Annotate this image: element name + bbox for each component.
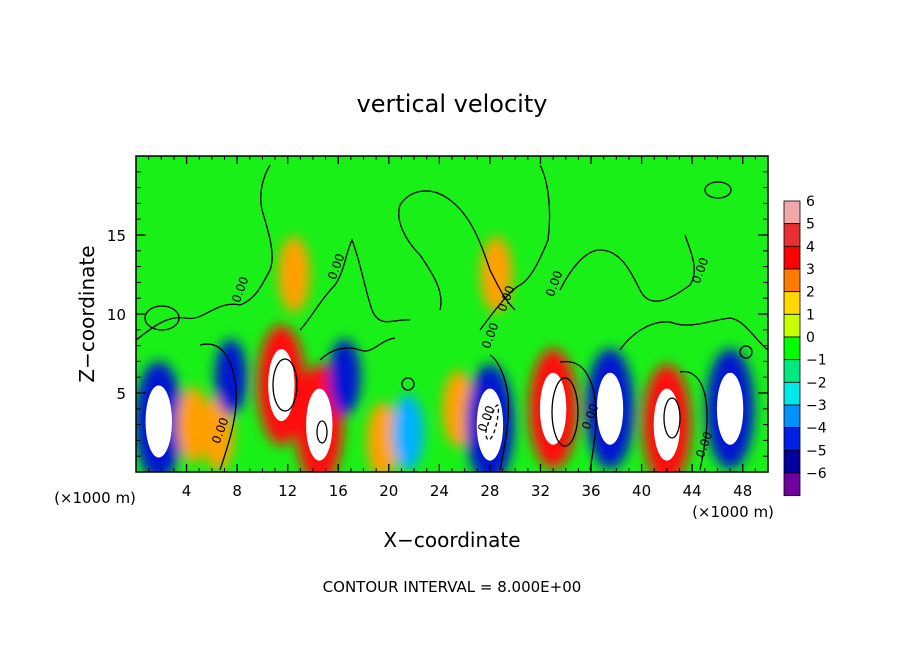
colorbar-swatch-5 bbox=[783, 313, 801, 338]
chart-title: vertical velocity bbox=[357, 90, 548, 118]
velocity-cell-16 bbox=[480, 236, 513, 313]
colorbar-swatch-8 bbox=[783, 381, 801, 406]
plot-area: 0.000.000.000.00 0.000.00 0.000.000.000.00 bbox=[136, 156, 768, 472]
x-unit-right: (×1000 m) bbox=[692, 503, 774, 521]
zero-contours bbox=[136, 164, 768, 471]
colorbar-swatch-0 bbox=[783, 200, 801, 225]
velocity-cell-8 bbox=[391, 394, 424, 471]
x-axis-label: X−coordinate bbox=[383, 528, 520, 552]
colorbar-swatch-6 bbox=[783, 336, 801, 361]
saturated-core-14 bbox=[716, 372, 744, 445]
colorbar-swatch-2 bbox=[783, 245, 801, 270]
velocity-cell-1 bbox=[176, 386, 209, 463]
saturated-core-12 bbox=[596, 372, 624, 445]
saturated-core-5 bbox=[306, 388, 333, 461]
colorbar-label: 6 bbox=[806, 194, 815, 210]
y-tick-label: 10 bbox=[107, 306, 126, 324]
colorbar: 6 5 4 3 2 1 0 −1 −2 −3 −4 −5 −6 bbox=[783, 194, 827, 497]
colorbar-swatch-1 bbox=[783, 223, 801, 247]
x-tick-label: 36 bbox=[581, 482, 600, 500]
colorbar-label: −1 bbox=[806, 353, 827, 369]
velocity-cell-6 bbox=[328, 339, 361, 416]
velocity-cell-7 bbox=[366, 402, 399, 472]
colorbar-label: −6 bbox=[806, 466, 827, 482]
colorbar-label: 1 bbox=[806, 307, 815, 323]
velocity-cell-3 bbox=[214, 339, 247, 416]
colorbar-label: 2 bbox=[806, 285, 815, 301]
saturated-core-10 bbox=[476, 388, 504, 461]
x-tick-label: 48 bbox=[733, 482, 752, 500]
saturated-core-4 bbox=[268, 349, 295, 422]
colorbar-label: 4 bbox=[806, 239, 815, 255]
colorbar-label: −4 bbox=[806, 421, 827, 437]
velocity-cores bbox=[145, 349, 744, 461]
colorbar-label: −5 bbox=[806, 443, 827, 459]
colorbar-swatch-10 bbox=[783, 427, 801, 451]
saturated-core-13 bbox=[653, 388, 681, 461]
colorbar-label: −3 bbox=[806, 398, 827, 414]
colorbar-label: 3 bbox=[806, 262, 815, 278]
x-tick-label: 24 bbox=[430, 482, 449, 500]
velocity-field bbox=[136, 236, 755, 472]
x-axis: 4 8 12 16 20 24 28 32 36 40 44 48 bbox=[148, 156, 756, 500]
x-tick-label: 4 bbox=[182, 482, 192, 500]
y-axis: 5 10 15 bbox=[107, 171, 768, 457]
x-tick-label: 12 bbox=[278, 482, 297, 500]
x-tick-label: 44 bbox=[683, 482, 702, 500]
velocity-cell-15 bbox=[278, 236, 310, 313]
x-tick-label: 32 bbox=[531, 482, 550, 500]
colorbar-swatch-3 bbox=[783, 268, 801, 293]
x-tick-label: 40 bbox=[632, 482, 651, 500]
colorbar-swatch-12 bbox=[783, 472, 801, 497]
y-tick-label: 5 bbox=[116, 385, 126, 403]
saturated-core-0 bbox=[145, 385, 172, 458]
x-tick-label: 20 bbox=[379, 482, 398, 500]
colorbar-label: −2 bbox=[806, 375, 827, 391]
x-tick-label: 28 bbox=[480, 482, 499, 500]
contour-interval-note: CONTOUR INTERVAL = 8.000E+00 bbox=[323, 578, 582, 596]
x-tick-label: 16 bbox=[329, 482, 348, 500]
y-tick-label: 15 bbox=[107, 227, 126, 245]
x-tick-label: 8 bbox=[232, 482, 242, 500]
saturated-core-11 bbox=[539, 372, 567, 445]
colorbar-swatch-7 bbox=[783, 359, 801, 383]
colorbar-swatch-4 bbox=[783, 291, 801, 315]
y-axis-label: Z−coordinate bbox=[75, 245, 99, 382]
x-unit-left: (×1000 m) bbox=[54, 489, 136, 507]
colorbar-label: 0 bbox=[806, 330, 815, 346]
colorbar-swatch-11 bbox=[783, 449, 801, 474]
colorbar-label: 5 bbox=[806, 217, 815, 233]
colorbar-swatch-9 bbox=[783, 404, 801, 429]
